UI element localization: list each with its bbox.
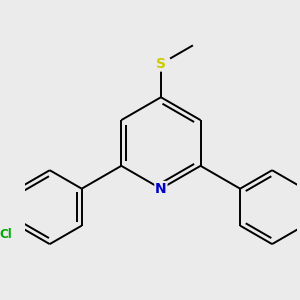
Text: N: N [155,182,167,196]
Text: Cl: Cl [0,228,12,241]
Text: S: S [156,57,166,71]
